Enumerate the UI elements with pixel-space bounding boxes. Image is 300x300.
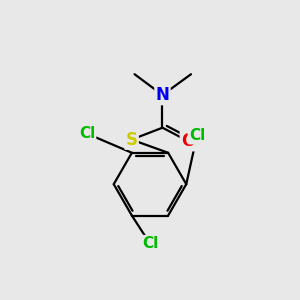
Text: Cl: Cl xyxy=(142,236,158,251)
Text: O: O xyxy=(181,132,195,150)
Text: Cl: Cl xyxy=(79,126,95,141)
Text: N: N xyxy=(155,86,170,104)
Text: S: S xyxy=(126,130,138,148)
Text: Cl: Cl xyxy=(189,128,205,143)
